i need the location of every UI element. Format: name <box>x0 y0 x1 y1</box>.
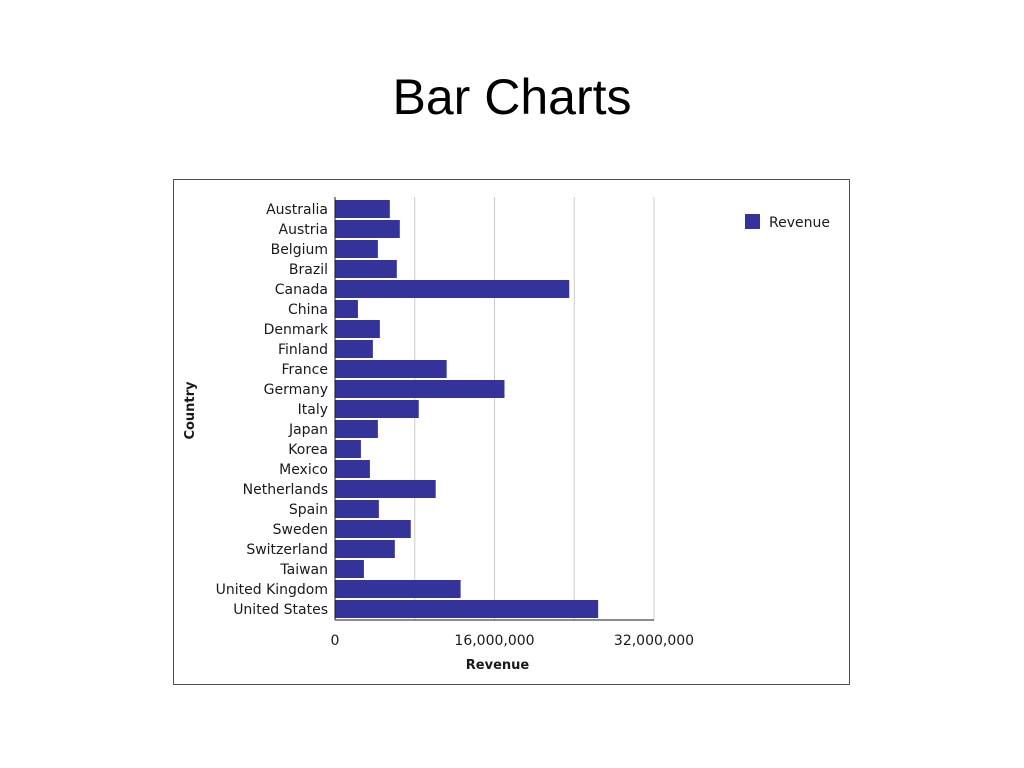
bar-finland <box>335 340 373 358</box>
bar-sweden <box>335 520 411 538</box>
category-label: Canada <box>275 282 328 298</box>
bar-taiwan <box>335 560 364 578</box>
bar-germany <box>335 380 505 398</box>
slide-title: Bar Charts <box>392 69 632 125</box>
bar-canada <box>335 280 570 298</box>
category-label: France <box>281 362 328 378</box>
bar-netherlands <box>335 480 436 498</box>
x-tick-labels: 0 16,000,000 32,000,000 <box>331 633 695 649</box>
x-tick-label: 16,000,000 <box>454 633 534 649</box>
bar-switzerland <box>335 540 395 558</box>
bar-united-kingdom <box>335 580 461 598</box>
category-label: Spain <box>289 502 328 518</box>
category-label: Austria <box>279 222 328 238</box>
bar-spain <box>335 500 379 518</box>
category-labels: Australia Austria Belgium Brazil Canada China… <box>216 202 329 618</box>
category-label: Switzerland <box>246 542 328 558</box>
bar-denmark <box>335 320 380 338</box>
x-tick-label: 32,000,000 <box>614 633 694 649</box>
category-label: Italy <box>298 402 328 418</box>
y-axis-title: Country <box>183 381 198 440</box>
category-label: Australia <box>266 202 328 218</box>
category-label: Netherlands <box>243 482 328 498</box>
x-axis-title: Revenue <box>466 658 530 673</box>
bar-korea <box>335 440 361 458</box>
category-label: Brazil <box>289 262 328 278</box>
category-label: China <box>288 302 328 318</box>
legend-label: Revenue <box>769 215 830 231</box>
category-label: Korea <box>288 442 328 458</box>
bar-mexico <box>335 460 370 478</box>
category-label: Mexico <box>279 462 328 478</box>
bar-china <box>335 300 358 318</box>
category-label: Finland <box>278 342 328 358</box>
bar-united-states <box>335 600 599 618</box>
category-label: Sweden <box>273 522 328 538</box>
gridlines <box>414 197 655 620</box>
category-label: Belgium <box>271 242 328 258</box>
bars <box>335 200 599 618</box>
category-label: Germany <box>264 382 328 398</box>
category-label: Taiwan <box>279 562 328 578</box>
bar-brazil <box>335 260 397 278</box>
bar-france <box>335 360 447 378</box>
category-label: United States <box>233 602 328 618</box>
category-label: United Kingdom <box>216 582 328 598</box>
bar-belgium <box>335 240 378 258</box>
bar-japan <box>335 420 378 438</box>
chart-frame: Australia Austria Belgium Brazil Canada China… <box>173 179 850 685</box>
bar-australia <box>335 200 390 218</box>
category-label: Denmark <box>264 322 329 338</box>
legend: Revenue <box>745 214 830 231</box>
bar-chart: Australia Austria Belgium Brazil Canada China… <box>183 197 830 673</box>
legend-swatch <box>745 214 760 229</box>
bar-italy <box>335 400 419 418</box>
bar-austria <box>335 220 400 238</box>
x-tick-label: 0 <box>331 633 340 649</box>
category-label: Japan <box>288 422 328 438</box>
